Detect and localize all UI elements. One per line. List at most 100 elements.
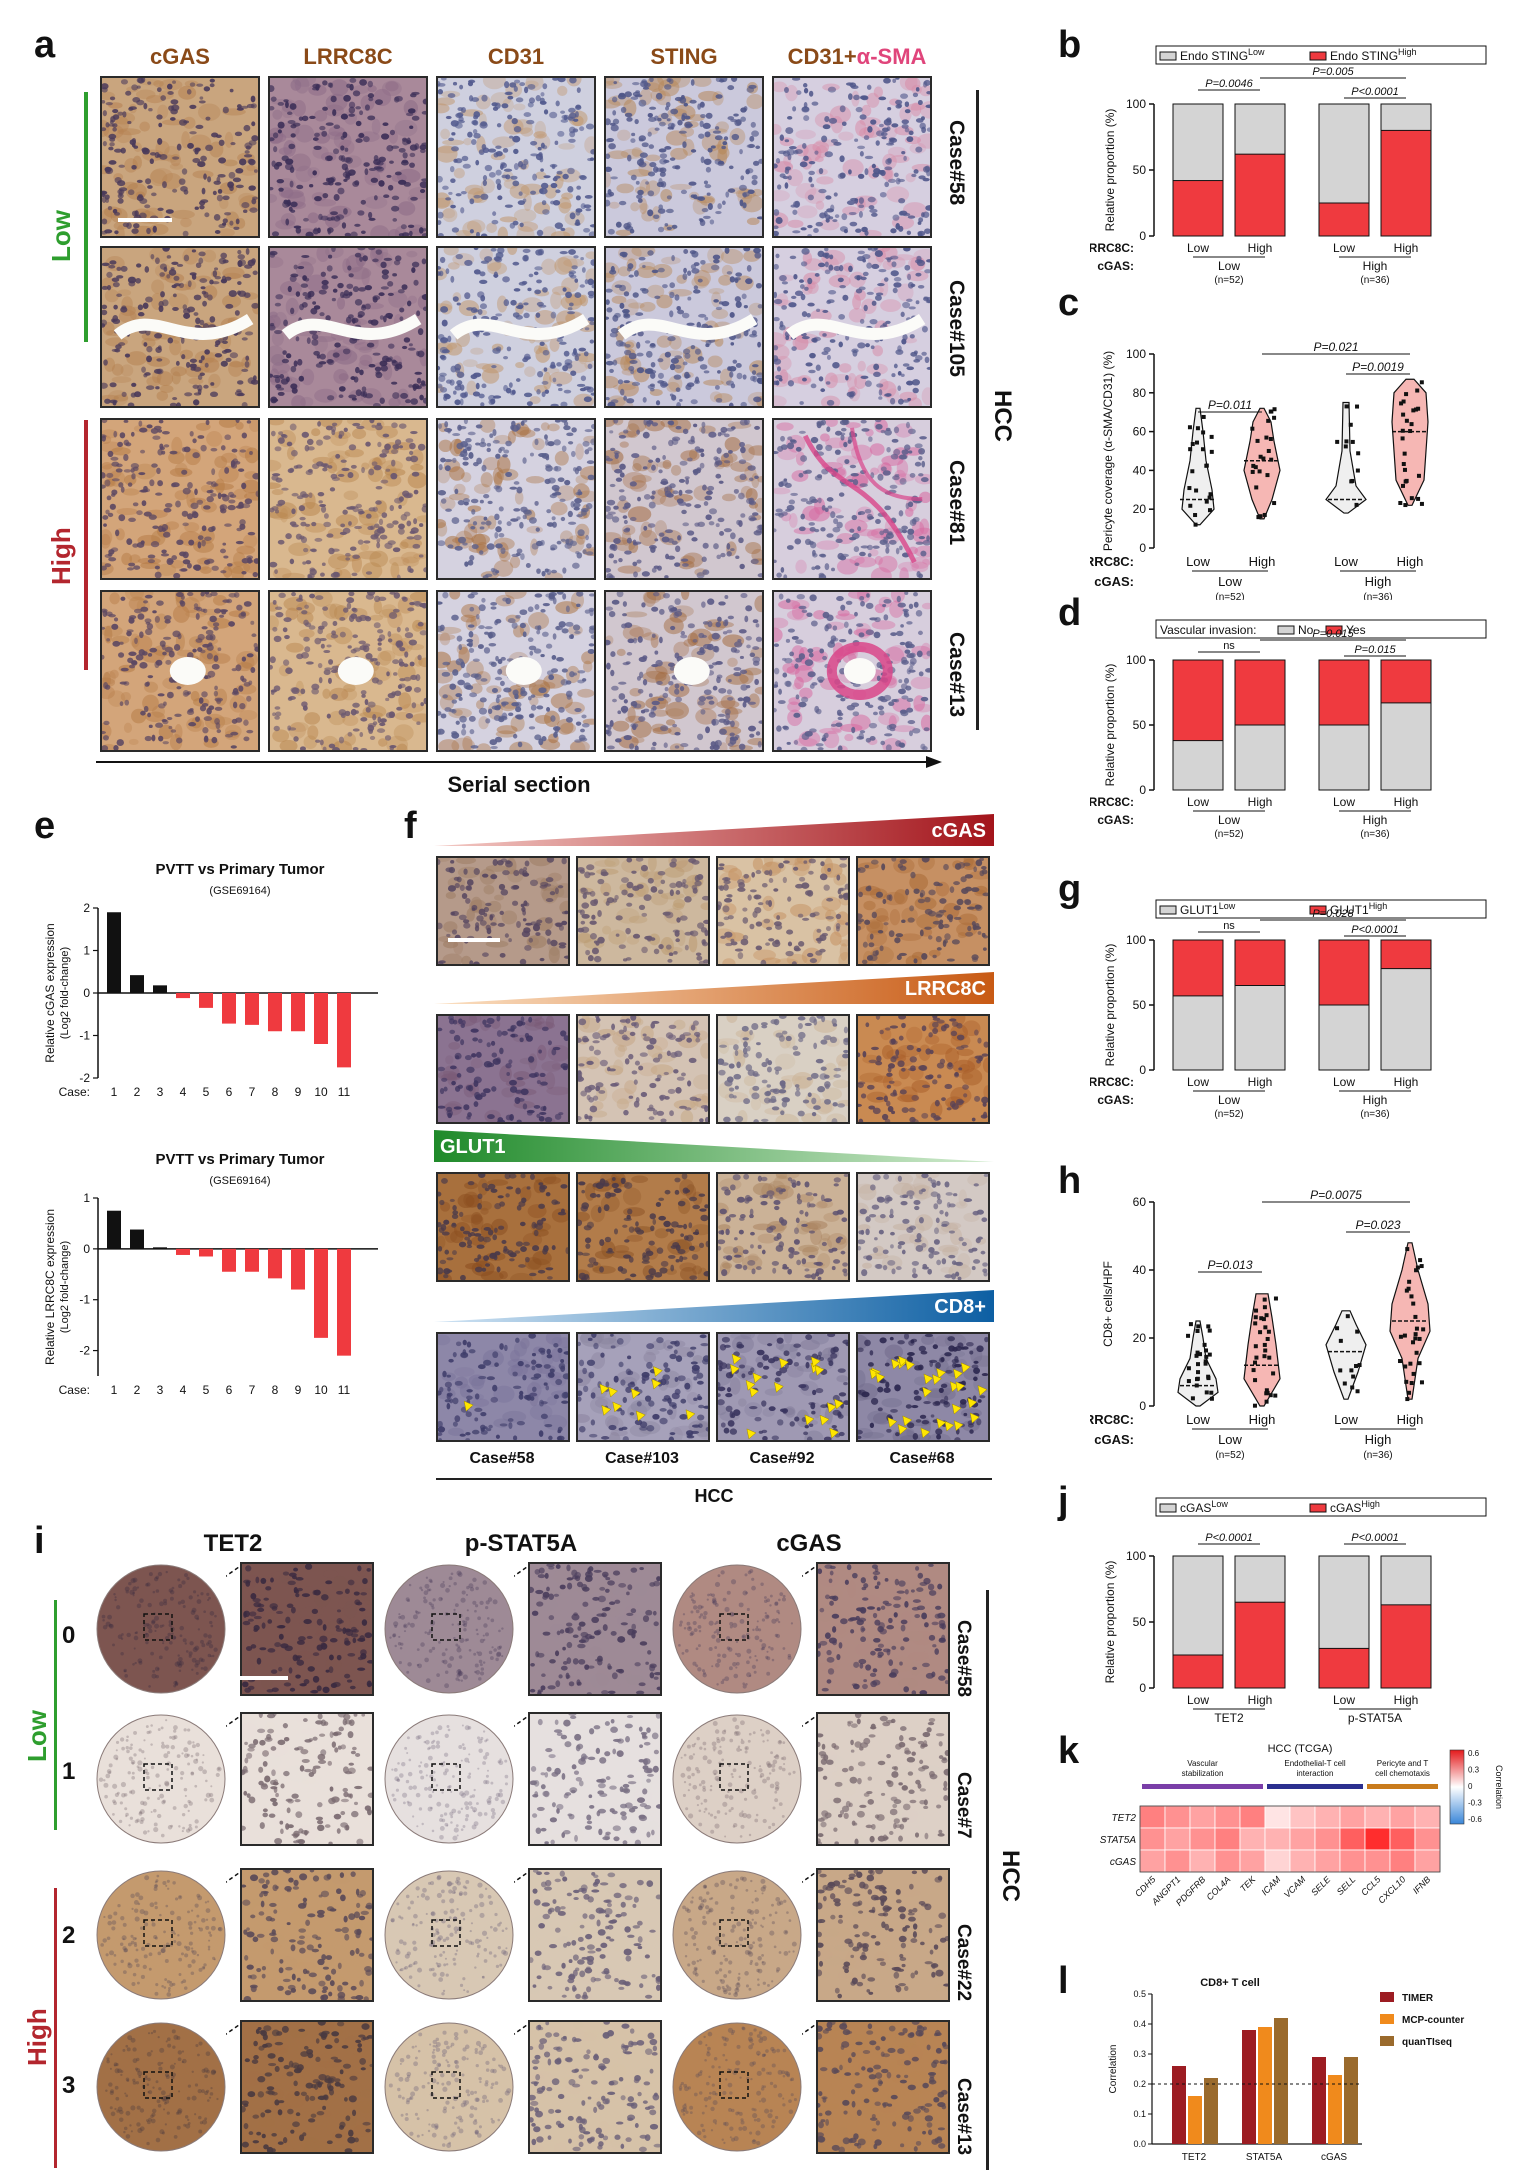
nucleus [320,643,325,649]
nucleus [377,629,384,634]
nucleus [675,545,681,553]
stain-blob [740,194,762,213]
nucleus [363,162,370,167]
col-title-cd31: CD31 [487,44,545,69]
stain-blob [150,168,173,184]
nucleus [225,357,232,362]
nucleus [859,551,866,557]
nucleus [816,443,823,451]
nucleus [694,504,702,509]
stain-blob [497,226,508,236]
nucleus [720,426,728,433]
stain-blob [359,711,384,719]
nucleus [550,668,559,673]
nucleus [217,174,226,178]
nucleus [667,420,674,425]
stain-blob [464,184,484,195]
stain-blob [708,288,725,295]
stain-blob [116,508,138,516]
nucleus [136,510,143,516]
nucleus [670,357,679,364]
stain-blob [540,422,550,431]
nucleus [388,315,393,320]
nucleus [152,525,159,530]
nucleus [330,176,336,183]
stain-blob [102,722,112,740]
nucleus [326,155,333,161]
nucleus [157,693,165,697]
nucleus [368,507,376,512]
nucleus [530,190,537,195]
nucleus [166,83,173,90]
nucleus [352,647,361,652]
nucleus [828,117,838,124]
nucleus [270,656,276,664]
nucleus [456,380,463,386]
stain-blob [110,447,131,456]
nucleus [413,489,419,495]
nucleus [159,272,165,277]
nucleus [632,292,639,298]
nucleus [328,659,334,665]
nucleus [899,478,907,485]
nucleus [311,688,320,695]
nucleus [365,513,372,519]
stain-blob [606,272,615,283]
stain-blob [622,472,647,490]
stain-blob [774,81,788,93]
nucleus [205,144,214,151]
nucleus [534,500,539,506]
nucleus [295,227,302,234]
nucleus [214,267,219,271]
nucleus [503,355,509,360]
stain-blob [449,466,465,481]
nucleus [308,625,316,630]
nucleus [690,149,697,153]
nucleus [231,668,237,672]
nucleus [537,625,542,631]
nucleus [342,131,348,139]
nucleus [486,447,491,453]
nucleus [911,173,917,178]
stain-blob [343,684,356,693]
nucleus [102,626,106,630]
nucleus [379,718,387,723]
nucleus [481,464,487,472]
nucleus [393,672,398,676]
nucleus [158,420,164,424]
nucleus [926,127,930,132]
nucleus [509,82,517,88]
nucleus [236,527,242,532]
nucleus [863,135,870,141]
stain-blob [575,443,584,460]
nucleus [630,174,637,181]
stain-blob [486,515,497,530]
nucleus [481,94,488,102]
nucleus [706,490,713,495]
nucleus [191,249,197,253]
stain-blob [455,229,472,236]
stain-blob [390,562,400,578]
nucleus [371,461,378,467]
nucleus [654,538,659,542]
nucleus [655,457,661,463]
stain-blob [550,291,562,310]
nucleus [539,187,548,195]
nucleus [609,332,618,338]
nucleus [334,182,342,186]
nucleus [184,392,193,397]
nucleus [523,353,531,361]
nucleus [724,433,730,438]
nucleus [270,396,278,404]
nucleus [738,492,745,500]
nucleus [735,362,742,368]
nucleus [412,601,421,606]
nucleus [416,721,421,725]
nucleus [588,231,594,236]
stain-blob [111,363,124,376]
nucleus [270,664,273,670]
nucleus [369,420,375,424]
nucleus [438,81,441,87]
nucleus [590,259,594,266]
nucleus [114,348,121,353]
